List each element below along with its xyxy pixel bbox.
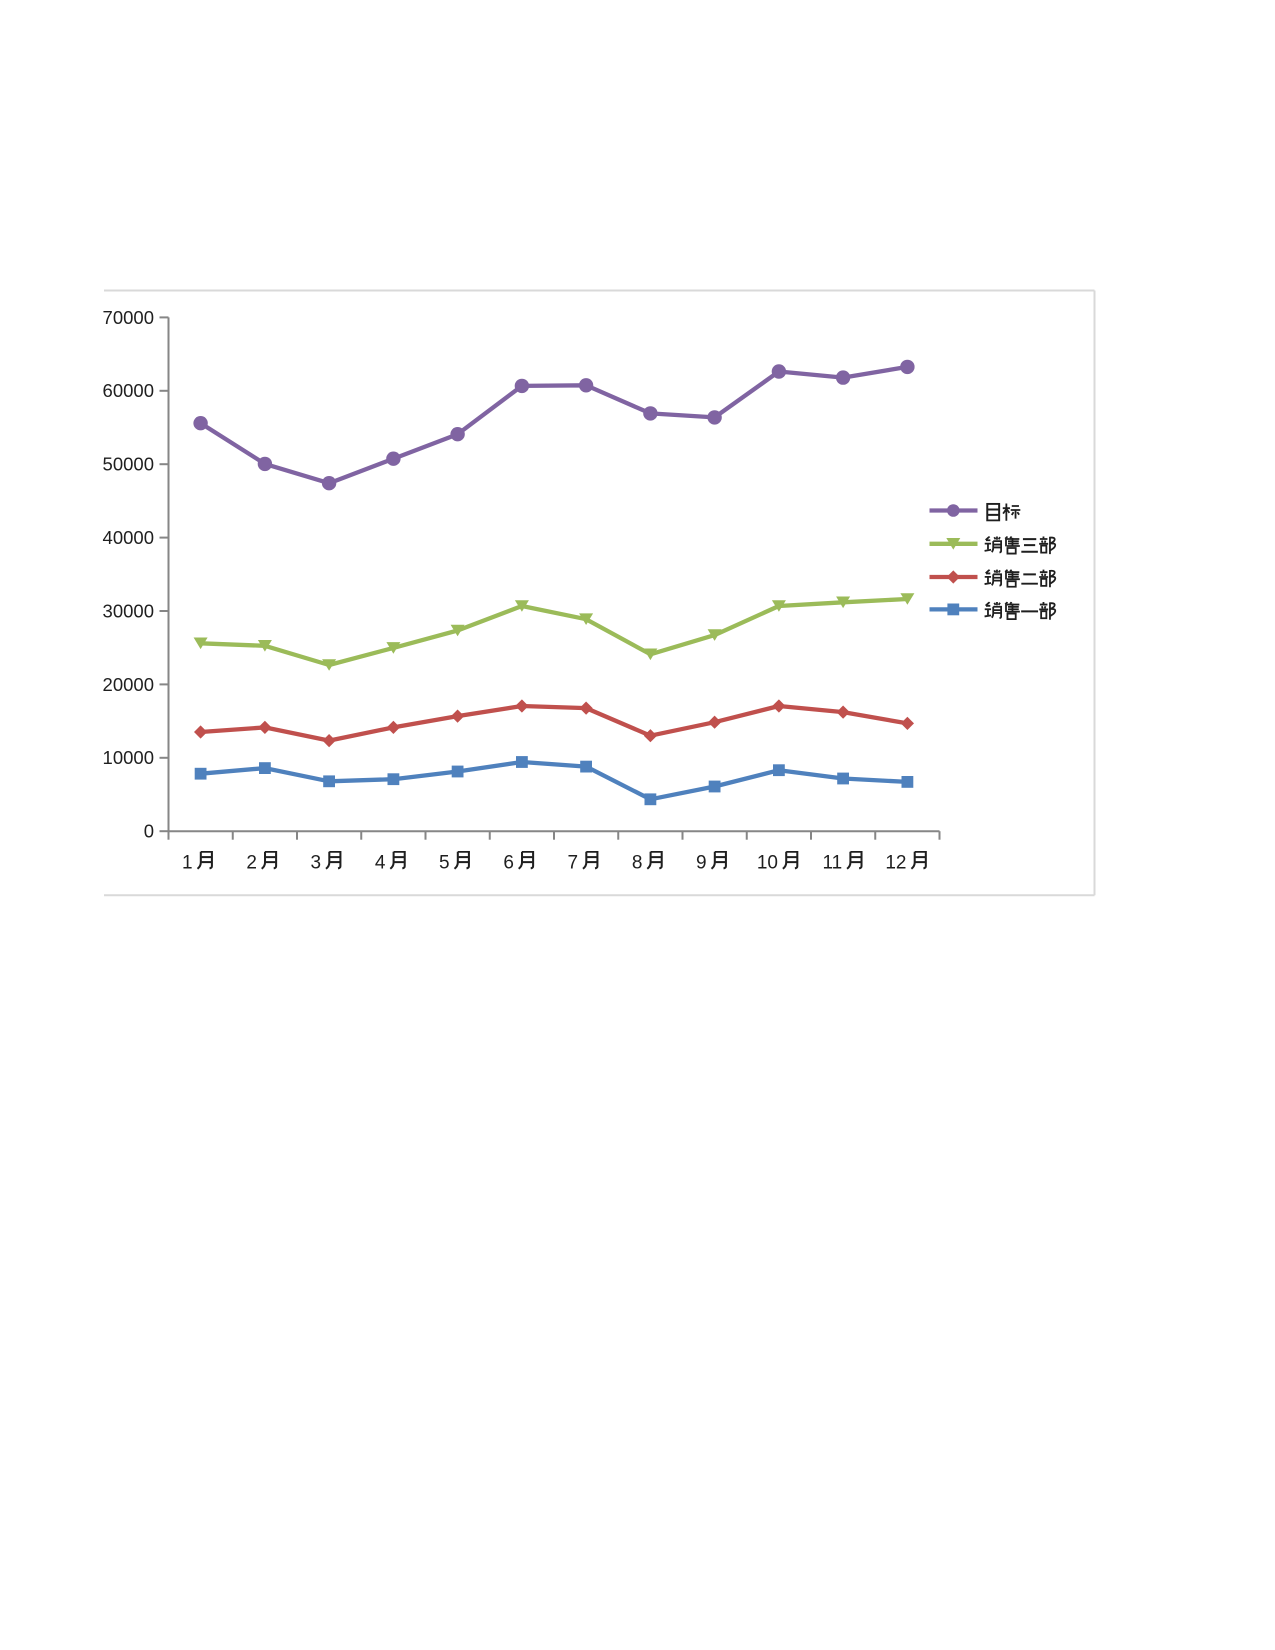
svg-text:0: 0 <box>144 821 154 842</box>
svg-text:10000: 10000 <box>103 747 154 768</box>
svg-text:6: 6 <box>503 853 514 874</box>
svg-text:20000: 20000 <box>103 674 154 695</box>
svg-text:40000: 40000 <box>103 527 154 548</box>
svg-text:12: 12 <box>885 853 906 874</box>
svg-text:10: 10 <box>757 853 778 874</box>
svg-text:4: 4 <box>375 853 386 874</box>
svg-text:8: 8 <box>632 853 643 874</box>
svg-text:11: 11 <box>822 853 842 874</box>
svg-text:70000: 70000 <box>103 307 154 328</box>
svg-text:3: 3 <box>311 853 322 874</box>
svg-text:5: 5 <box>439 853 450 874</box>
svg-text:60000: 60000 <box>103 380 154 401</box>
svg-text:30000: 30000 <box>103 600 154 621</box>
svg-text:9: 9 <box>696 853 707 874</box>
svg-text:7: 7 <box>568 853 579 874</box>
svg-text:50000: 50000 <box>103 454 154 475</box>
svg-text:1: 1 <box>182 853 193 874</box>
svg-text:2: 2 <box>246 853 257 874</box>
